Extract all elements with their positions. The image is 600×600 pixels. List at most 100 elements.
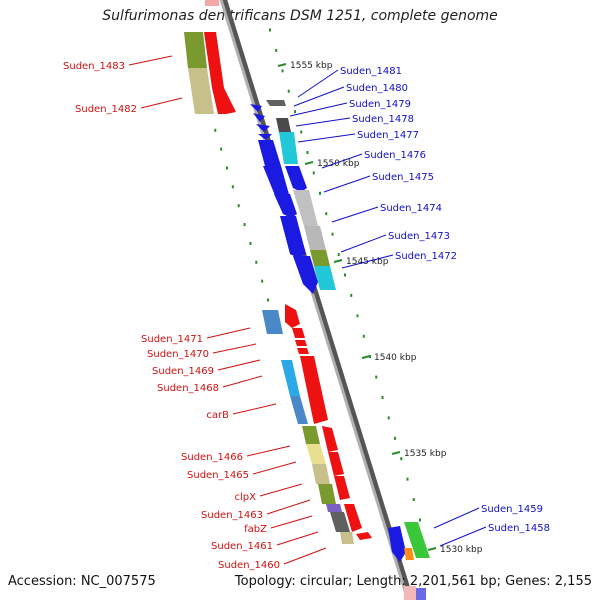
- guide-dot: [312, 171, 315, 175]
- guide-dot: [406, 477, 409, 481]
- cds-feature: [322, 426, 338, 452]
- cds-feature: [404, 548, 414, 560]
- feature-labels: Suden_1481 Suden_1480 Suden_1479 Suden_1478…: [63, 61, 550, 571]
- gene-label-reverse: fabZ: [244, 524, 267, 535]
- accession-text: Accession: NC_007575: [8, 574, 156, 589]
- gene-label-reverse: Suden_1470: [147, 349, 209, 360]
- cds-feature: [314, 266, 336, 290]
- tick-label: 1555 kbp: [290, 61, 333, 71]
- cds-feature: [184, 32, 207, 68]
- guide-dot: [362, 334, 365, 338]
- guide-dot: [214, 128, 217, 132]
- guide-dot: [294, 110, 296, 114]
- backbone: [219, 0, 415, 600]
- guide-dot: [350, 293, 353, 297]
- cds-feature: [293, 256, 318, 294]
- edge-feature-bottom-blue: [416, 588, 426, 600]
- leader-line: [341, 254, 394, 269]
- guide-dot: [237, 204, 240, 208]
- backbone-shadow: [220, 0, 415, 600]
- guide-dot: [419, 518, 421, 522]
- edge-features: [205, 0, 426, 600]
- leader-line: [433, 507, 480, 529]
- leader-line: [439, 526, 487, 547]
- guide-dot: [387, 416, 390, 420]
- cds-feature: [334, 476, 350, 500]
- cds-feature: [266, 100, 286, 106]
- cds-feature: [330, 512, 350, 532]
- tick-label: 1550 kbp: [317, 159, 360, 169]
- leader-line: [270, 515, 313, 529]
- tick-mark: [427, 547, 437, 551]
- leader-line: [266, 499, 311, 515]
- guide-dot: [319, 191, 321, 195]
- cds-feature: [310, 250, 330, 266]
- guide-dot: [344, 273, 346, 277]
- tick-mark: [391, 451, 401, 455]
- guide-dot: [331, 232, 334, 236]
- gene-label-reverse: Suden_1461: [211, 541, 273, 552]
- leader-line: [232, 403, 277, 415]
- cds-feature: [412, 546, 430, 558]
- gene-label-forward: Suden_1473: [388, 231, 450, 242]
- cds-feature: [295, 340, 307, 346]
- leader-line: [293, 86, 345, 107]
- cds-feature: [404, 522, 426, 546]
- map-title: Sulfurimonas denitrificans DSM 1251, com…: [102, 8, 498, 24]
- cds-feature: [306, 444, 326, 464]
- cds-feature: [304, 226, 326, 250]
- gene-label-forward: Suden_1478: [352, 114, 414, 125]
- label-leaders: [128, 55, 487, 565]
- leader-line: [331, 206, 379, 223]
- backbone-line: [219, 0, 410, 600]
- gene-label-forward: Suden_1476: [364, 150, 426, 161]
- cds-feature: [328, 452, 344, 476]
- guide-dot: [300, 130, 303, 134]
- cds-feature: [340, 532, 354, 544]
- leader-line: [276, 531, 319, 546]
- leader-line: [246, 445, 291, 457]
- edge-feature-top: [205, 0, 219, 6]
- cds-feature: [281, 360, 300, 396]
- gene-label-reverse: Suden_1463: [201, 510, 263, 521]
- guide-dot: [412, 498, 415, 502]
- leader-line: [222, 375, 263, 388]
- gene-label-forward: Suden_1481: [340, 66, 402, 77]
- leader-line: [295, 117, 351, 127]
- gene-label-forward: Suden_1477: [357, 130, 419, 141]
- tick-mark: [304, 161, 314, 165]
- cds-feature: [188, 68, 214, 114]
- cds-feature: [300, 356, 328, 424]
- tick-label: 1530 kbp: [440, 545, 483, 555]
- guide-dot: [325, 212, 328, 216]
- gene-label-reverse: Suden_1465: [187, 470, 249, 481]
- topology-text: Topology: circular; Length: 2,201,561 bp…: [234, 574, 592, 589]
- guide-dot: [220, 147, 223, 151]
- cds-feature: [292, 328, 305, 338]
- guide-dot: [337, 253, 340, 257]
- cds-feature: [312, 464, 330, 484]
- gene-label-reverse: Suden_1466: [181, 452, 243, 463]
- gene-label-reverse: Suden_1483: [63, 61, 125, 72]
- gene-label-forward: Suden_1475: [372, 172, 434, 183]
- cds-feature: [276, 118, 291, 132]
- leader-line: [297, 133, 356, 143]
- gene-label-forward: Suden_1479: [349, 99, 411, 110]
- cds-feature: [258, 134, 272, 140]
- cds-feature: [262, 310, 283, 334]
- gene-label-reverse: Suden_1460: [218, 560, 280, 571]
- leader-line: [283, 547, 327, 565]
- cds-feature: [256, 124, 270, 132]
- tick-mark: [277, 63, 287, 67]
- leader-line: [212, 343, 257, 354]
- leader-line: [128, 55, 173, 66]
- leader-line: [340, 234, 387, 253]
- leader-line: [206, 327, 251, 339]
- cds-feature: [326, 504, 342, 512]
- reverse-features-lower: [262, 304, 372, 544]
- guide-dot: [400, 457, 403, 461]
- gene-label-reverse: Suden_1471: [141, 334, 203, 345]
- cds-feature: [356, 532, 372, 540]
